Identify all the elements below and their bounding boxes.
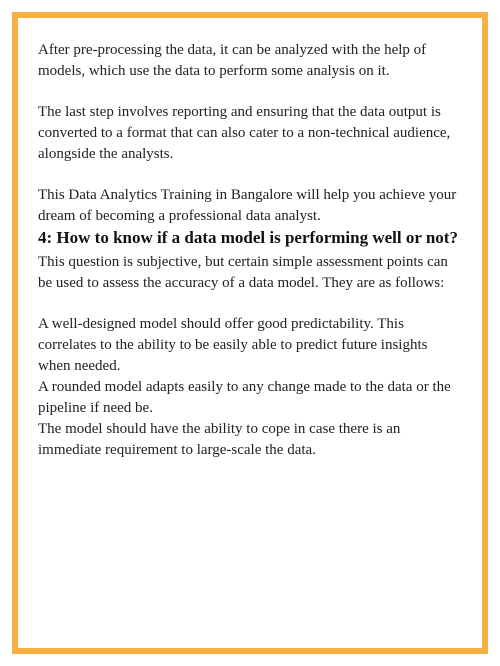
points-block: A well-designed model should offer good … [38,314,462,461]
page-frame: After pre-processing the data, it can be… [0,0,500,666]
paragraph-3: This Data Analytics Training in Bangalor… [38,185,462,227]
paragraph-1: After pre-processing the data, it can be… [38,40,462,82]
point-3: The model should have the ability to cop… [38,421,400,458]
paragraph-2: The last step involves reporting and ens… [38,102,462,165]
point-1: A well-designed model should offer good … [38,316,427,374]
heading-followup: This question is subjective, but certain… [38,252,462,294]
section-heading: 4: How to know if a data model is perfor… [38,227,462,250]
point-2: A rounded model adapts easily to any cha… [38,379,451,416]
content-border: After pre-processing the data, it can be… [12,12,488,654]
